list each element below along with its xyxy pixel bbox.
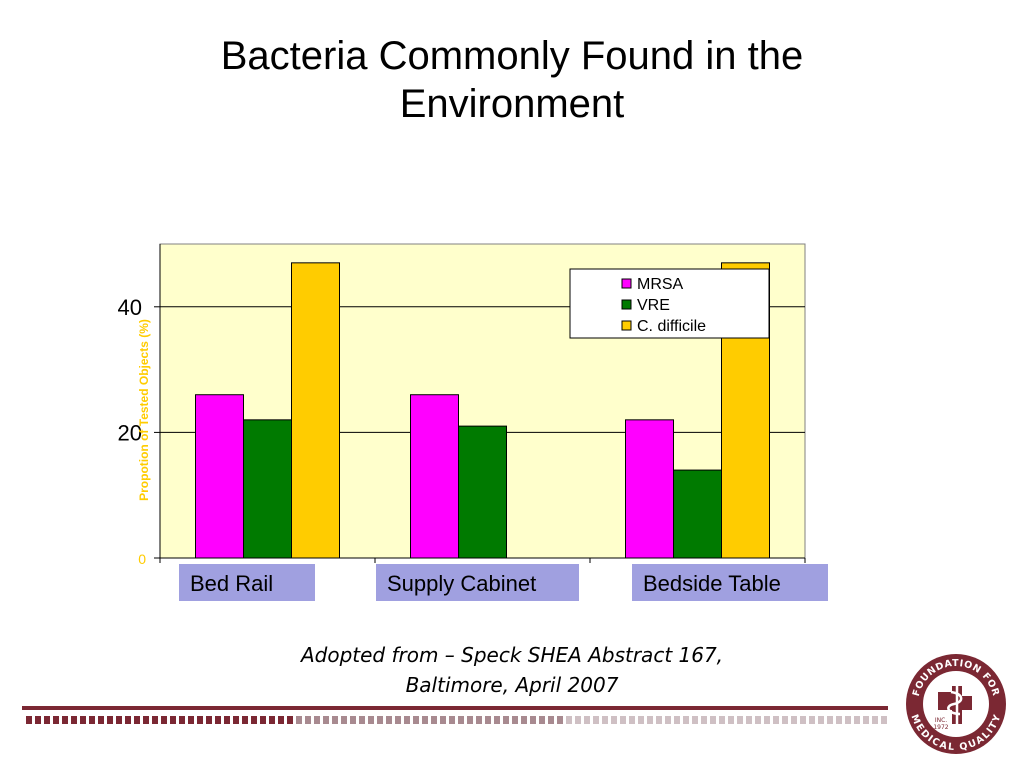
y-tick-label-20: 20 bbox=[118, 420, 142, 445]
bar-c-difficile-bed-rail bbox=[291, 262, 340, 559]
citation-line-1: Adopted from – Speck SHEA Abstract 167, bbox=[300, 643, 724, 667]
svg-text:INC.: INC. bbox=[935, 717, 947, 724]
foundation-seal-logo: FOUNDATION FOR MEDICAL QUALITY INC. 1972 bbox=[906, 654, 1006, 754]
legend-label-2: C. difficile bbox=[637, 318, 706, 335]
bar-mrsa-bed-rail bbox=[195, 394, 244, 559]
category-label-supply-cabinet: Supply Cabinet bbox=[376, 564, 582, 604]
legend-label-1: VRE bbox=[637, 297, 670, 314]
title-line-1: Bacteria Commonly Found in the bbox=[220, 34, 804, 78]
bar-mrsa-bedside-table bbox=[625, 419, 674, 559]
category-label-bedside-table: Bedside Table bbox=[632, 564, 831, 604]
legend-swatch-0 bbox=[621, 278, 632, 289]
bar-mrsa-supply-cabinet bbox=[410, 394, 459, 559]
citation-line-2: Baltimore, April 2007 bbox=[405, 673, 619, 697]
y-tick-label-40: 40 bbox=[118, 295, 142, 320]
legend-label-0: MRSA bbox=[637, 276, 684, 293]
footer-rule bbox=[22, 706, 888, 710]
bar-vre-bedside-table bbox=[673, 469, 722, 559]
citation: Adopted from – Speck SHEA Abstract 167, … bbox=[212, 640, 812, 700]
legend-swatch-1 bbox=[621, 299, 632, 310]
footer-dash-pattern bbox=[26, 716, 888, 724]
y-tick-label-0: 0 bbox=[138, 551, 146, 567]
bar-vre-bed-rail bbox=[243, 419, 292, 559]
category-label-bed-rail: Bed Rail bbox=[179, 564, 318, 604]
y-axis-label: Propotion of Tested Objects (%) bbox=[137, 319, 151, 501]
title-line-2: Environment bbox=[399, 82, 625, 126]
bar-vre-supply-cabinet bbox=[458, 425, 507, 559]
legend-box bbox=[569, 268, 770, 339]
svg-text:1972: 1972 bbox=[933, 724, 948, 731]
slide-title: Bacteria Commonly Found in the Environme… bbox=[112, 32, 912, 128]
legend-swatch-2 bbox=[621, 320, 632, 331]
